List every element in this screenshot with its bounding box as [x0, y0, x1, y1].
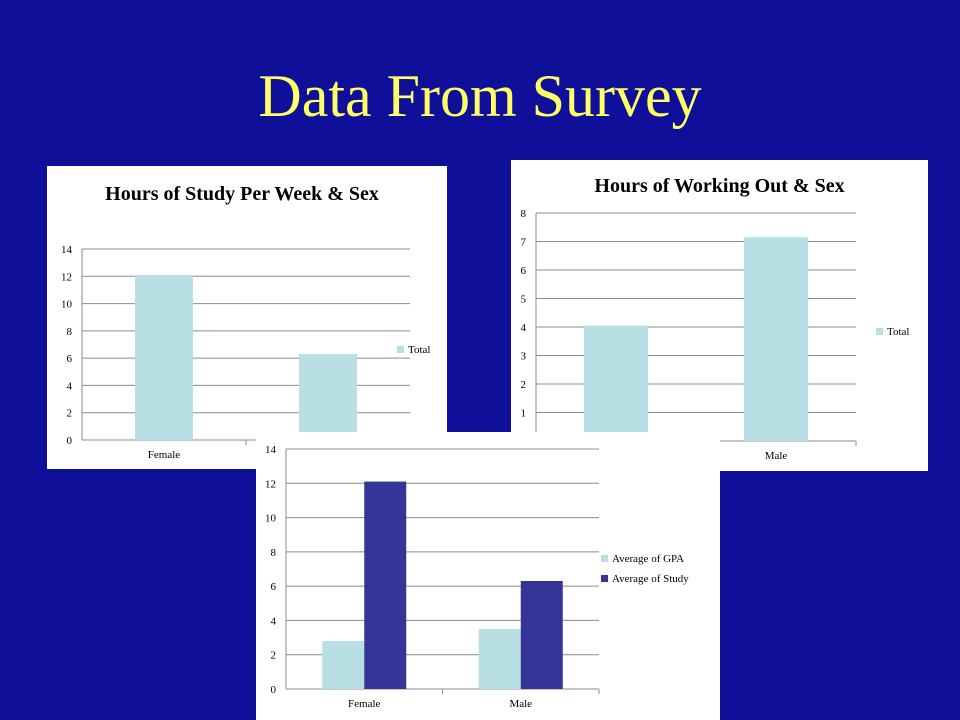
y-tick-label: 0 [271, 684, 277, 696]
bar-total [299, 354, 357, 440]
bar-total [744, 237, 808, 441]
gpa-study-plot: 0 2 4 6 8 10 12 14 Female Male Average of GPA Avera… [265, 444, 689, 710]
slide-title: Data From Survey [258, 63, 702, 129]
y-tick-label: 7 [521, 237, 527, 249]
y-tick-label: 10 [265, 513, 277, 525]
workout-hours-plot: 012345678FemaleMaleTotal [521, 208, 910, 462]
y-tick-label: 2 [271, 650, 277, 662]
y-tick-label: 4 [67, 380, 73, 392]
y-tick-label: 2 [521, 379, 527, 391]
bar-total [584, 325, 648, 441]
legend-swatch [397, 346, 404, 353]
y-tick-label: 3 [521, 351, 527, 363]
x-tick-label: Female [348, 698, 380, 710]
y-tick-label: 8 [271, 547, 277, 559]
y-tick-label: 8 [67, 326, 73, 338]
workout-hours-chart: Hours of Working Out & Sex 012345678Fema… [511, 160, 928, 471]
legend-swatch [601, 555, 608, 562]
x-tick-label: Male [765, 450, 788, 462]
legend-label: Total [408, 344, 430, 356]
gpa-study-chart: 0 2 4 6 8 10 12 14 Female Male Average of GPA Avera… [256, 432, 720, 720]
y-tick-label: 10 [61, 299, 73, 311]
x-tick-label: Female [148, 449, 180, 461]
chart-title: Hours of Working Out & Sex [594, 175, 845, 197]
bar-total [135, 274, 193, 440]
study-hours-plot: 02468101214FemaleMaleTotal [61, 244, 430, 461]
legend-swatch [601, 575, 608, 582]
y-tick-label: 5 [521, 294, 527, 306]
y-tick-label: 0 [67, 435, 73, 447]
legend-label: Total [887, 326, 909, 338]
bar-average-of-gpa [478, 629, 521, 689]
y-tick-label: 8 [521, 208, 527, 220]
legend-label: Average of Study [612, 573, 689, 585]
y-tick-label: 4 [521, 322, 527, 334]
bar-average-of-gpa [322, 641, 365, 689]
y-tick-label: 6 [67, 353, 73, 365]
y-tick-label: 6 [271, 581, 277, 593]
y-tick-label: 1 [521, 408, 527, 420]
y-tick-label: 6 [521, 265, 527, 277]
y-tick-label: 4 [271, 615, 277, 627]
legend-swatch [876, 328, 883, 335]
bar-average-of-study [364, 481, 407, 689]
y-tick-label: 14 [61, 244, 73, 256]
chart-title: Hours of Study Per Week & Sex [105, 183, 379, 205]
y-tick-label: 14 [265, 444, 277, 456]
legend-label: Average of GPA [612, 553, 684, 565]
bar-average-of-study [520, 581, 563, 689]
y-tick-label: 12 [61, 271, 72, 283]
x-tick-label: Male [509, 698, 532, 710]
y-tick-label: 12 [265, 478, 276, 490]
study-hours-chart: Hours of Study Per Week & Sex 0 2 4 6 8 10 12 1… [47, 166, 447, 469]
y-tick-label: 2 [67, 408, 73, 420]
